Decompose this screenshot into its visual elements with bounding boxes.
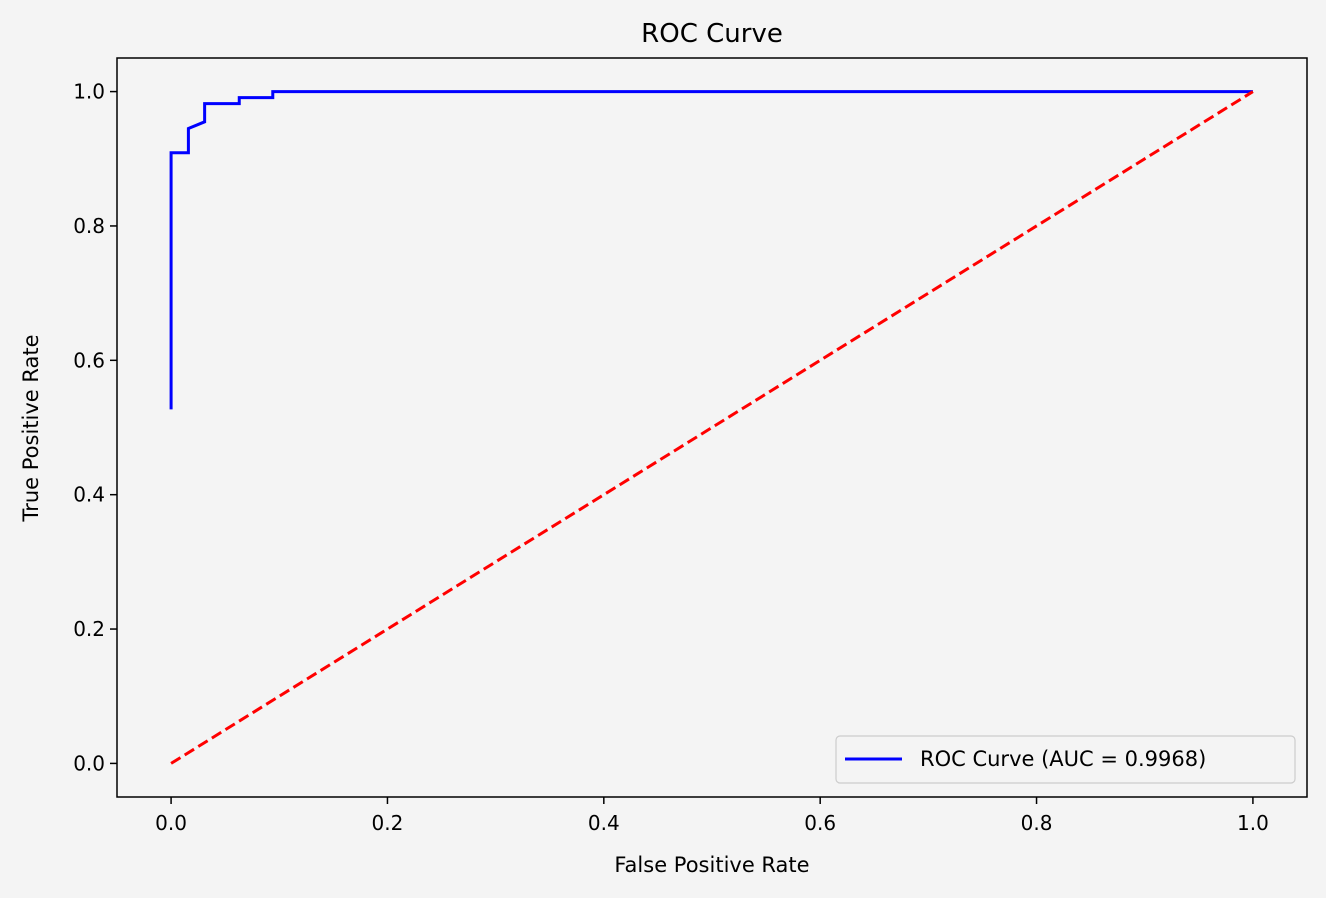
y-tick-label: 1.0	[73, 80, 105, 104]
plot-frame	[116, 57, 1308, 798]
chance-diagonal-line	[170, 90, 1254, 765]
x-axis-ticks: 0.0 0.2 0.4 0.6 0.8 1.0	[155, 797, 1269, 835]
y-tick-label: 0.4	[73, 483, 105, 507]
x-tick-label: 1.0	[1237, 811, 1269, 835]
legend-box	[835, 735, 1296, 784]
y-tick-label: 0.0	[73, 751, 105, 775]
y-tick-label: 0.8	[73, 214, 105, 238]
x-axis-label: False Positive Rate	[614, 853, 809, 877]
legend-label-roc: ROC Curve (AUC = 0.9968)	[920, 747, 1206, 771]
y-tick-label: 0.6	[73, 348, 105, 372]
x-tick-label: 0.6	[804, 811, 836, 835]
chart-title: ROC Curve	[641, 19, 783, 49]
y-axis-ticks: 0.0 0.2 0.4 0.6 0.8 1.0	[73, 80, 117, 775]
roc-curve-line	[169, 90, 1253, 410]
x-tick-label: 0.0	[155, 811, 187, 835]
y-tick-label: 0.2	[73, 617, 105, 641]
x-tick-label: 0.4	[588, 811, 620, 835]
series-layer	[169, 90, 1254, 765]
y-axis-label: True Positive Rate	[19, 334, 43, 522]
legend: ROC Curve (AUC = 0.9968)	[835, 735, 1296, 784]
x-tick-label: 0.8	[1021, 811, 1053, 835]
x-tick-label: 0.2	[372, 811, 404, 835]
